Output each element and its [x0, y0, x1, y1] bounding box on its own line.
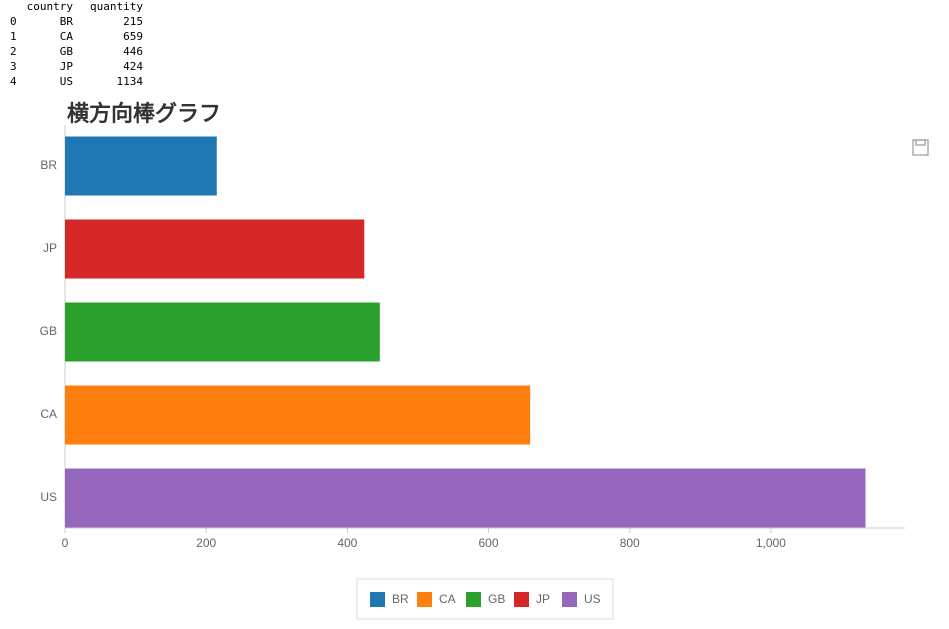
- x-tick-label: 800: [620, 536, 640, 550]
- save-icon[interactable]: [912, 139, 929, 156]
- column-header: quantity: [90, 0, 143, 13]
- legend-label[interactable]: BR: [392, 592, 409, 606]
- save-icon-slot[interactable]: [915, 139, 926, 146]
- bar: [65, 136, 217, 196]
- x-tick-label: 400: [337, 536, 357, 550]
- cell: 424: [123, 60, 143, 73]
- x-tick-label: 600: [479, 536, 499, 550]
- y-tick-label: US: [40, 490, 57, 504]
- y-tick-label: JP: [43, 241, 57, 255]
- row-index: 0: [10, 15, 17, 28]
- cell: 1134: [117, 75, 144, 88]
- save-icon-frame[interactable]: [912, 139, 929, 156]
- legend-swatch[interactable]: [417, 592, 432, 607]
- bar: [65, 219, 365, 279]
- legend-swatch[interactable]: [514, 592, 529, 607]
- bar: [65, 468, 866, 528]
- column-header: country: [27, 0, 74, 13]
- cell: BR: [60, 15, 74, 28]
- cell: 659: [123, 30, 143, 43]
- legend-swatch[interactable]: [562, 592, 577, 607]
- y-tick-label: CA: [40, 407, 57, 421]
- legend-swatch[interactable]: [370, 592, 385, 607]
- legend-swatch[interactable]: [466, 592, 481, 607]
- x-tick-label: 200: [196, 536, 216, 550]
- cell: 215: [123, 15, 143, 28]
- row-index: 1: [10, 30, 17, 43]
- y-tick-label: BR: [40, 158, 57, 172]
- row-index: 3: [10, 60, 17, 73]
- cell: 446: [123, 45, 143, 58]
- cell: GB: [60, 45, 74, 58]
- legend-label[interactable]: US: [584, 592, 601, 606]
- chart-title: 横方向棒グラフ: [67, 101, 221, 127]
- cell: JP: [60, 60, 74, 73]
- row-index: 4: [10, 75, 17, 88]
- legend-label[interactable]: CA: [439, 592, 456, 606]
- row-index: 2: [10, 45, 17, 58]
- cell: CA: [60, 30, 74, 43]
- bar: [65, 385, 531, 445]
- cell: US: [60, 75, 73, 88]
- legend-label[interactable]: JP: [536, 592, 550, 606]
- bar: [65, 302, 380, 362]
- legend-label[interactable]: GB: [488, 592, 505, 606]
- y-tick-label: GB: [40, 324, 57, 338]
- x-tick-label: 1,000: [756, 536, 786, 550]
- x-tick-label: 0: [62, 536, 69, 550]
